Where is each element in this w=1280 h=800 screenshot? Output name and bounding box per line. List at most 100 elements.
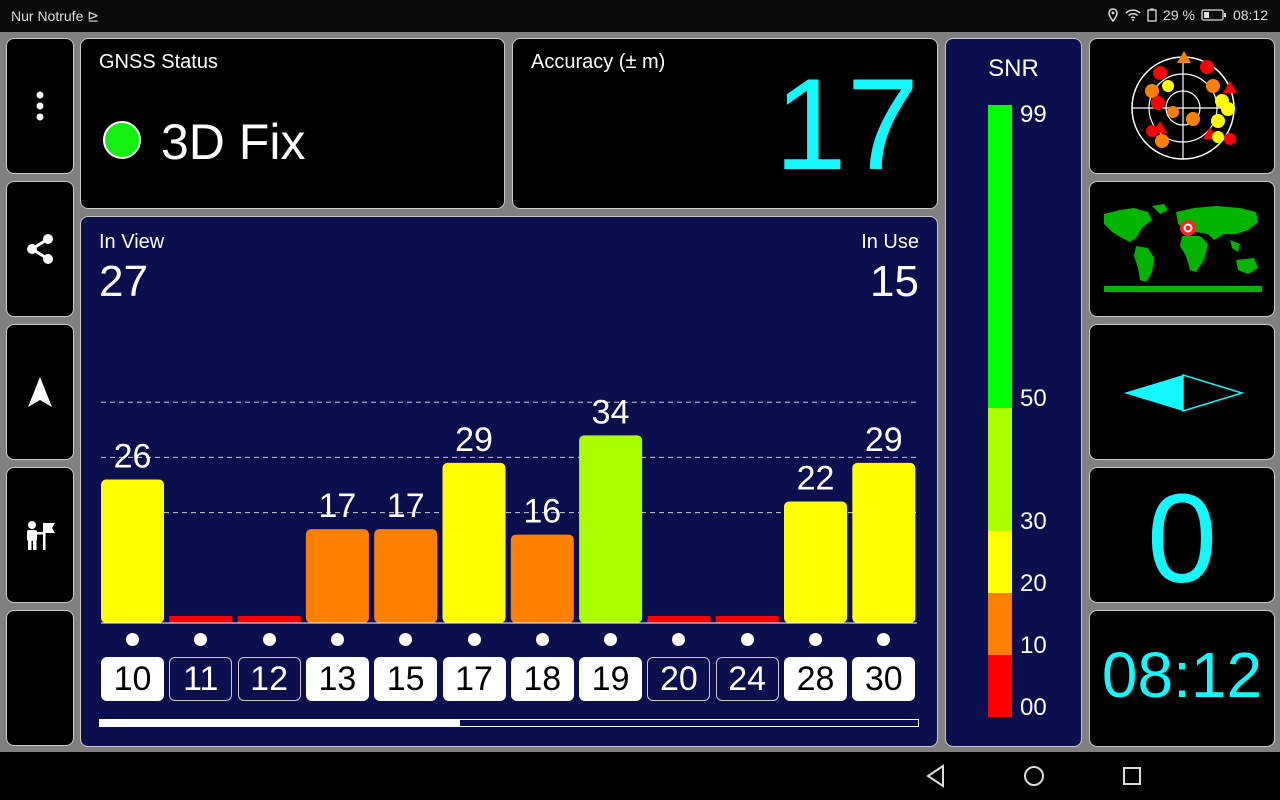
- bar-value-label: 29: [455, 421, 493, 459]
- snr-tick-label: 20: [1020, 570, 1047, 597]
- bar-value-label: 22: [797, 460, 835, 498]
- compass-needle-icon: [1124, 373, 1245, 413]
- prn-dot: [194, 633, 208, 646]
- fix-status-text: 3D Fix: [161, 114, 306, 170]
- snr-bar[interactable]: [374, 529, 438, 623]
- prn-label[interactable]: 20: [647, 657, 711, 701]
- snr-bar[interactable]: [305, 529, 369, 623]
- navigation-arrow-icon: [28, 377, 52, 407]
- snr-segment-orange: [988, 593, 1012, 655]
- snr-bar[interactable]: [442, 462, 506, 623]
- recents-icon[interactable]: [1118, 762, 1146, 790]
- snr-tick-label: 10: [1020, 632, 1047, 659]
- carrier-text: Nur Notrufe ⊵: [11, 8, 99, 25]
- accuracy-label: Accuracy (± m): [531, 51, 666, 73]
- fix-indicator-dot: [103, 121, 141, 159]
- scroll-indicator[interactable]: [99, 719, 919, 727]
- prn-label[interactable]: 24: [715, 657, 779, 701]
- prn-dot: [330, 633, 344, 646]
- value-readout-card[interactable]: 0: [1089, 467, 1275, 603]
- in-use-label: In Use: [861, 231, 919, 253]
- prn-label[interactable]: 19: [579, 657, 643, 701]
- snr-bar[interactable]: [101, 479, 164, 623]
- world-map-button[interactable]: [1089, 181, 1275, 317]
- carrier-label: Nur Notrufe: [11, 8, 84, 24]
- accuracy-value: 17: [774, 51, 919, 197]
- no-sim-icon: ⊵: [87, 8, 99, 24]
- prn-dot: [740, 633, 754, 646]
- prn-label[interactable]: 18: [510, 657, 574, 701]
- bar-value-label: 17: [318, 487, 356, 525]
- prn-dot: [672, 633, 686, 646]
- clock-time: 08:12: [1101, 639, 1263, 711]
- prn-dot: [809, 633, 822, 646]
- prn-label[interactable]: 15: [374, 657, 438, 701]
- satellite-snr-chart[interactable]: In View 27 In Use 15 26 17 17 29 16 34 22 29 10…: [80, 216, 938, 747]
- bar-value-label: 17: [387, 487, 425, 525]
- moon-icon: [35, 665, 48, 691]
- prn-label[interactable]: 17: [442, 657, 506, 701]
- scroll-indicator-fill: [100, 720, 460, 726]
- tour-button[interactable]: [6, 467, 74, 603]
- bar-value-label: 26: [114, 437, 152, 475]
- prn-label[interactable]: 30: [852, 657, 916, 701]
- snr-tick-label: 30: [1020, 508, 1047, 535]
- snr-bar[interactable]: [169, 616, 233, 623]
- prn-dot: [877, 633, 891, 646]
- gnss-status-label: GNSS Status: [99, 51, 218, 73]
- snr-legend-card: SNR 99 50 30 20 10 00: [945, 38, 1082, 747]
- snr-tick-label: 00: [1020, 694, 1047, 721]
- hiker-flag-icon: [27, 521, 55, 550]
- world-map-icon: [1104, 204, 1262, 292]
- battery-icon: [1201, 9, 1226, 21]
- snr-scale-bar: [988, 105, 1012, 717]
- prn-label[interactable]: 13: [305, 657, 369, 701]
- snr-bar[interactable]: [647, 616, 711, 623]
- battery-percent: 29 %: [1163, 7, 1195, 23]
- prn-dot: [399, 633, 413, 646]
- snr-bar[interactable]: [237, 616, 301, 623]
- gnss-status-card[interactable]: GNSS Status 3D Fix: [80, 38, 505, 209]
- menu-button[interactable]: [6, 38, 74, 174]
- location-icon: [1108, 8, 1118, 22]
- snr-bar[interactable]: [784, 501, 847, 623]
- snr-segment-lime: [988, 408, 1012, 531]
- clock-card[interactable]: 08:12: [1089, 610, 1275, 747]
- system-nav-bar: [0, 752, 1280, 800]
- compass-button[interactable]: [1089, 324, 1275, 460]
- prn-label[interactable]: 10: [101, 657, 164, 701]
- prn-label[interactable]: 11: [169, 657, 233, 701]
- sky-plot-button[interactable]: [1089, 38, 1275, 174]
- in-view-count: 27: [99, 257, 148, 306]
- prn-dot: [535, 633, 549, 646]
- back-icon[interactable]: [922, 762, 950, 790]
- prn-dot: [467, 633, 481, 646]
- in-use-count: 15: [870, 257, 919, 306]
- accuracy-card[interactable]: Accuracy (± m) 17: [512, 38, 938, 209]
- share-button[interactable]: [6, 181, 74, 317]
- snr-tick-label: 50: [1020, 385, 1047, 412]
- sky-plot-icon: [1131, 51, 1237, 160]
- share-icon: [27, 234, 53, 264]
- navigation-button[interactable]: [6, 324, 74, 460]
- more-vert-icon: [36, 91, 44, 121]
- home-icon[interactable]: [1020, 762, 1048, 790]
- value-readout: 0: [1146, 468, 1218, 609]
- status-icons: 29 % 08:12: [1107, 7, 1268, 23]
- snr-bar[interactable]: [510, 534, 574, 623]
- snr-segment-green: [988, 105, 1012, 408]
- prn-label[interactable]: 12: [237, 657, 301, 701]
- prn-dot: [604, 633, 618, 646]
- prn-dot: [126, 633, 139, 646]
- snr-bar[interactable]: [715, 616, 779, 623]
- night-mode-button[interactable]: [6, 610, 74, 746]
- prn-label[interactable]: 28: [784, 657, 847, 701]
- snr-segment-yellow: [988, 531, 1012, 593]
- snr-tick-label: 99: [1020, 101, 1047, 128]
- snr-bar[interactable]: [852, 462, 916, 623]
- in-view-label: In View: [99, 231, 165, 253]
- bar-value-label: 29: [865, 421, 903, 459]
- snr-bar[interactable]: [579, 435, 643, 623]
- status-time: 08:12: [1232, 7, 1268, 23]
- snr-segment-red: [988, 655, 1012, 717]
